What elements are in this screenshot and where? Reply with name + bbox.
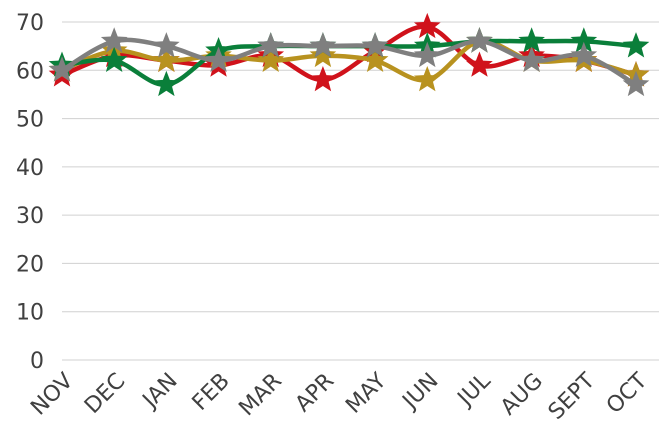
data-point-star: [518, 27, 545, 53]
series: [48, 12, 650, 97]
data-point-star: [309, 65, 337, 92]
data-point-star: [570, 27, 598, 53]
data-point-star: [361, 46, 389, 72]
data-point-star: [466, 51, 493, 77]
x-tick-label: JAN: [137, 369, 183, 415]
y-tick-label: 40: [16, 156, 44, 181]
data-point-star: [518, 46, 545, 72]
data-point-star: [309, 41, 337, 68]
data-point-star: [622, 32, 650, 58]
y-tick-label: 30: [16, 204, 44, 229]
y-tick-label: 50: [16, 108, 44, 133]
data-point-star: [413, 41, 441, 68]
y-tick-label: 20: [16, 252, 44, 277]
x-tick-label: JUL: [452, 368, 496, 412]
series-4: [48, 27, 650, 97]
data-point-star: [153, 46, 180, 72]
data-point-star: [153, 70, 180, 97]
x-tick-label: JUN: [397, 369, 444, 416]
data-point-star: [622, 70, 650, 97]
y-tick-label: 60: [16, 59, 44, 84]
data-point-star: [361, 32, 389, 58]
data-point-star: [413, 65, 441, 92]
gridlines: [62, 21, 659, 361]
series-line: [59, 24, 639, 83]
x-tick-label: NOV: [26, 369, 78, 421]
x-tick-label: MAY: [341, 368, 391, 418]
y-tick-label: 0: [30, 349, 44, 374]
data-point-star: [466, 27, 493, 53]
y-tick-label: 10: [16, 301, 44, 326]
data-point-star: [153, 32, 180, 58]
data-point-star: [257, 46, 285, 72]
y-tick-label: 70: [16, 11, 44, 36]
series-1: [48, 12, 650, 92]
x-tick-label: MAR: [234, 369, 287, 422]
x-tick-label: FEB: [188, 369, 235, 416]
x-tick-label: APR: [291, 369, 340, 418]
x-tick-label: AUG: [496, 369, 548, 421]
data-point-star: [205, 46, 232, 72]
data-point-star: [100, 46, 128, 72]
x-tick-label: DEC: [80, 369, 130, 419]
data-point-star: [100, 27, 128, 53]
data-point-star: [413, 12, 441, 39]
data-point-star: [309, 32, 337, 58]
x-tick-label: OCT: [602, 368, 653, 419]
data-point-star: [570, 41, 598, 68]
y-axis-ticks: 0 10 20 30 40 50 60 70: [16, 11, 44, 374]
data-point-star: [257, 32, 285, 58]
data-point-star: [48, 56, 76, 82]
x-tick-label: SEPT: [544, 368, 601, 425]
